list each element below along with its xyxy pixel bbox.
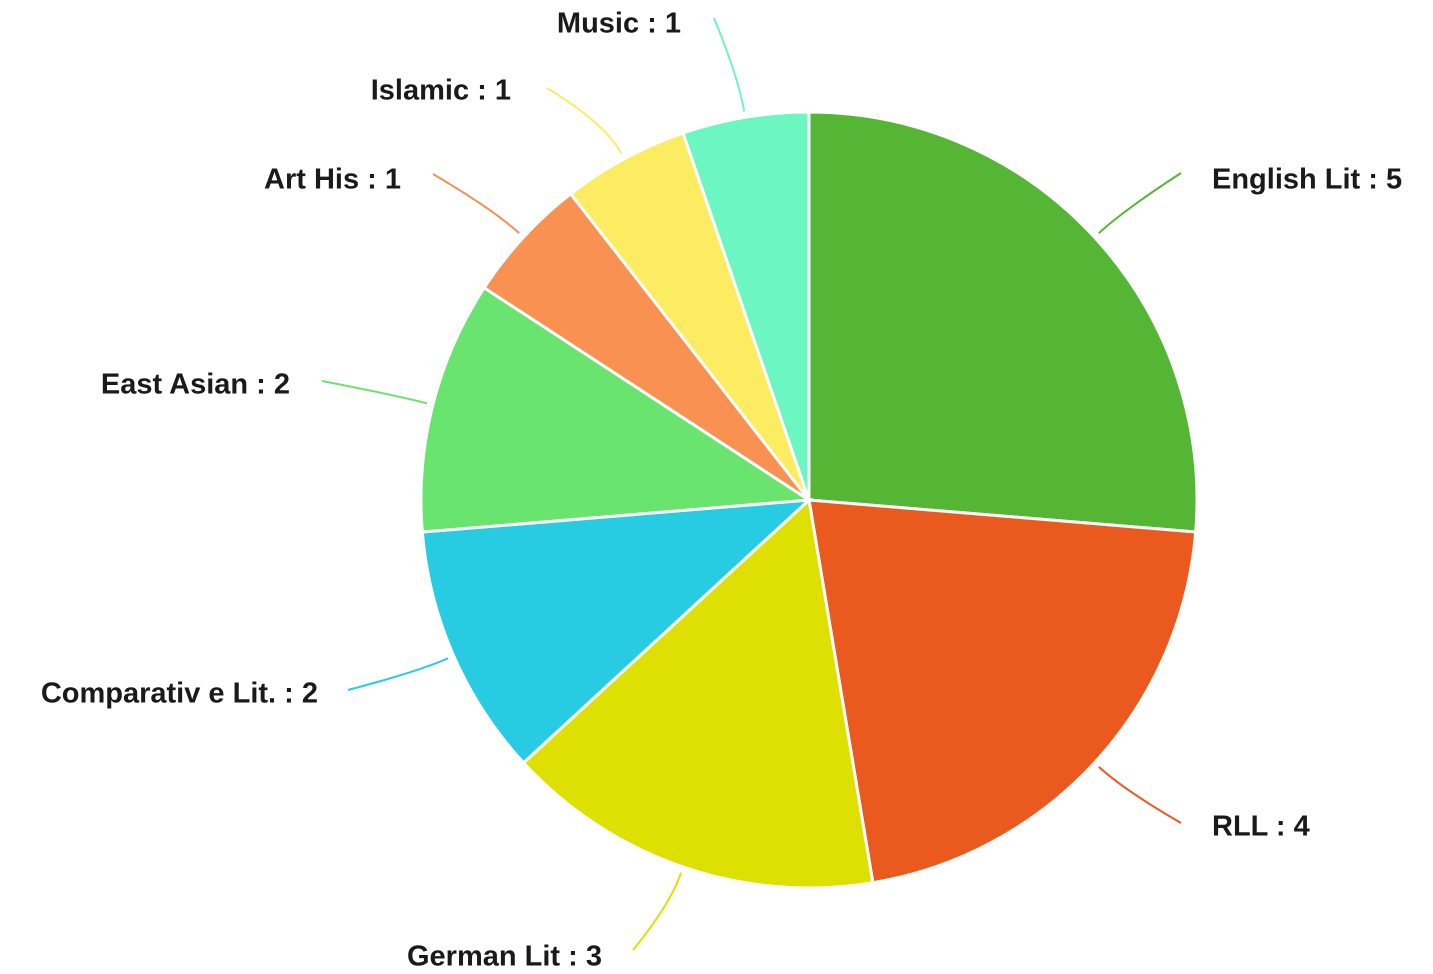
pie-slice-english-lit [807, 110, 1199, 534]
leaders-layer [321, 17, 1182, 951]
leader-line-english-lit [1098, 172, 1182, 234]
leader-line-islamic [546, 87, 623, 154]
slice-label-comparativ-e-lit: Comparativ e Lit. : 2 [41, 678, 318, 710]
pie-slice-east-asian [419, 285, 814, 534]
labels-layer: English Lit : 5 RLL : 4 German Lit : 3 Comp… [41, 8, 1402, 973]
pie-slice-german-lit [521, 497, 875, 890]
slice-label-art-his: Art His : 1 [264, 164, 401, 196]
slice-label-german-lit: German Lit : 3 [407, 941, 602, 973]
leader-line-music [713, 17, 746, 112]
slice-label-rll: RLL : 4 [1212, 811, 1310, 843]
slice-label-english-lit: English Lit : 5 [1212, 164, 1402, 196]
pie-slice-rll [807, 498, 1198, 885]
leader-line-rll [1098, 766, 1182, 824]
pie-slice-comparativ-e-lit [420, 498, 814, 765]
slice-label-islamic: Islamic : 1 [371, 75, 511, 107]
leader-line-art-his [432, 173, 520, 234]
leader-line-east-asian [321, 380, 428, 405]
leader-line-german-lit [632, 872, 683, 951]
pie-slice-music [681, 110, 811, 501]
slices-layer [419, 110, 1199, 890]
slice-label-east-asian: East Asian : 2 [101, 369, 290, 401]
slice-label-music: Music : 1 [557, 8, 681, 40]
leader-line-comparativ-e-lit [347, 657, 449, 691]
